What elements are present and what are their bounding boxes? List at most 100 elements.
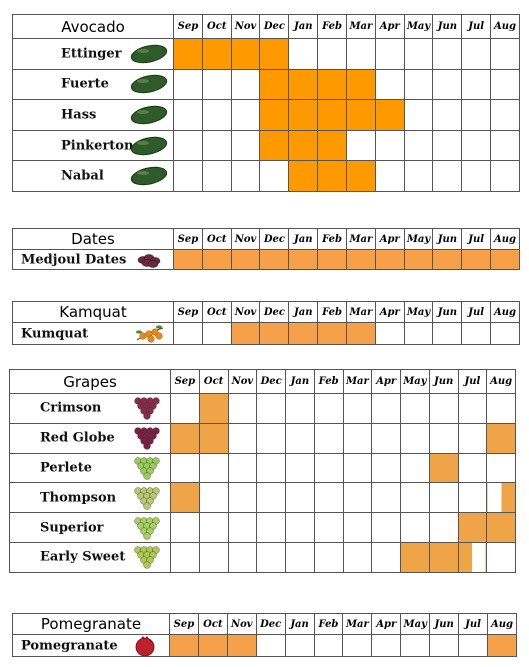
availability-cell-may xyxy=(403,160,434,192)
availability-cell-dec xyxy=(259,38,290,70)
availability-cell-jul xyxy=(457,541,488,573)
month-header-sep: Sep xyxy=(173,228,203,250)
availability-cell-oct xyxy=(201,160,232,192)
availability-cell-jun xyxy=(428,422,459,454)
availability-cell-mar xyxy=(345,68,376,101)
month-header-jul: Jul xyxy=(458,613,488,635)
availability-cell-jan xyxy=(285,422,315,454)
month-header-feb: Feb xyxy=(313,369,344,394)
availability-cell-may xyxy=(400,541,430,573)
table-row: Pomegranate xyxy=(12,634,518,657)
availability-cell-jul xyxy=(458,634,488,657)
availability-cell-nov xyxy=(230,129,261,162)
kumquat-icon xyxy=(136,324,164,342)
month-header-nov: Nov xyxy=(230,301,261,323)
availability-cell-jul xyxy=(461,129,492,162)
month-header-nov: Nov xyxy=(227,369,258,394)
availability-cell-dec xyxy=(256,512,286,543)
table-row: Hass xyxy=(12,99,520,131)
variety-cell: Superior xyxy=(9,512,171,543)
month-header-oct: Oct xyxy=(197,613,228,635)
variety-cell: Perlete xyxy=(9,452,171,484)
availability-cell-sep xyxy=(173,249,203,270)
grapes-icon xyxy=(134,427,160,450)
month-header-jul: Jul xyxy=(461,301,492,323)
table-row: Ettinger xyxy=(12,38,520,70)
availability-cell-jan xyxy=(288,38,319,70)
availability-cell-jun xyxy=(432,38,463,70)
availability-cell-sep xyxy=(169,634,199,657)
availability-cell-jan xyxy=(288,249,319,270)
availability-cell-nov xyxy=(230,160,261,192)
table-row: Medjoul Dates xyxy=(12,249,520,270)
availability-cell-may xyxy=(400,482,430,514)
month-header-aug: Aug xyxy=(486,613,518,635)
kamquat-table: Kamquat Sep Oct Nov Dec Jan Feb Mar Apr May Jun Jul… xyxy=(12,301,520,345)
availability-cell-jun xyxy=(428,393,459,424)
variety-label: Crimson xyxy=(40,400,102,416)
variety-cell: Ettinger xyxy=(12,38,174,70)
availability-cell-apr xyxy=(371,541,401,573)
availability-cell-sep xyxy=(170,422,200,454)
month-header-mar: Mar xyxy=(342,613,373,635)
availability-cell-sep xyxy=(173,38,203,70)
month-header-nov: Nov xyxy=(230,228,261,250)
availability-cell-jan xyxy=(285,482,315,514)
availability-cell-dec xyxy=(256,541,286,573)
grapes-icon xyxy=(134,516,160,540)
variety-cell: Thompson xyxy=(9,482,171,514)
availability-cell-jan xyxy=(285,393,315,424)
variety-cell: Pinkerton xyxy=(12,129,174,162)
availability-cell-sep xyxy=(173,68,203,101)
availability-cell-aug xyxy=(490,249,520,270)
header-row: Grapes Sep Oct Nov Dec Jan Feb Mar Apr May Jun Jul A… xyxy=(9,369,516,394)
month-header-may: May xyxy=(403,14,434,39)
month-header-apr: Apr xyxy=(371,613,402,635)
avocado-table: Avocado Sep Oct Nov Dec Jan Feb Mar Apr May Jun Jul… xyxy=(12,14,520,192)
availability-cell-jul xyxy=(461,68,492,101)
month-header-jul: Jul xyxy=(461,14,492,39)
variety-label: Kumquat xyxy=(21,326,89,341)
table-row: Early Sweet xyxy=(9,541,516,573)
dates-icon xyxy=(137,253,161,268)
month-header-jun: Jun xyxy=(432,301,463,323)
availability-cell-sep xyxy=(173,160,203,192)
availability-cell-aug xyxy=(486,541,516,573)
availability-cell-sep xyxy=(173,99,203,131)
availability-cell-aug xyxy=(490,38,520,70)
section-title: Grapes xyxy=(9,369,171,394)
avocado-icon xyxy=(130,44,168,63)
avocado-section: Avocado Sep Oct Nov Dec Jan Feb Mar Apr May Jun Jul… xyxy=(12,14,520,192)
availability-cell-oct xyxy=(201,99,232,131)
month-header-oct: Oct xyxy=(201,14,232,39)
availability-cell-aug xyxy=(490,322,520,345)
kamquat-section: Kamquat Sep Oct Nov Dec Jan Feb Mar Apr May Jun Jul… xyxy=(12,301,520,345)
availability-cell-dec xyxy=(255,634,286,657)
month-header-apr: Apr xyxy=(374,228,405,250)
availability-cell-may xyxy=(403,38,434,70)
variety-label: Pomegranate xyxy=(21,638,118,653)
month-header-jan: Jan xyxy=(288,301,319,323)
availability-cell-jun xyxy=(428,541,459,573)
availability-cell-sep xyxy=(173,322,203,345)
availability-cell-dec xyxy=(256,452,286,484)
availability-cell-mar xyxy=(345,160,376,192)
table-row: Fuerte xyxy=(12,68,520,101)
availability-cell-may xyxy=(403,129,434,162)
availability-cell-aug xyxy=(490,129,520,162)
month-header-jun: Jun xyxy=(429,613,460,635)
availability-cell-oct xyxy=(198,512,229,543)
availability-cell-feb xyxy=(317,99,347,131)
avocado-icon xyxy=(130,105,168,125)
variety-cell: Early Sweet xyxy=(9,541,171,573)
availability-cell-may xyxy=(403,322,434,345)
header-row: Kamquat Sep Oct Nov Dec Jan Feb Mar Apr May Jun Jul… xyxy=(12,301,520,323)
month-header-may: May xyxy=(403,301,434,323)
availability-cell-feb xyxy=(317,129,347,162)
variety-label: Perlete xyxy=(40,460,93,476)
table-row: Perlete xyxy=(9,452,516,484)
table-row: Nabal xyxy=(12,160,520,192)
availability-cell-sep xyxy=(173,129,203,162)
availability-cell-sep xyxy=(170,482,200,514)
availability-cell-jan xyxy=(285,452,315,484)
